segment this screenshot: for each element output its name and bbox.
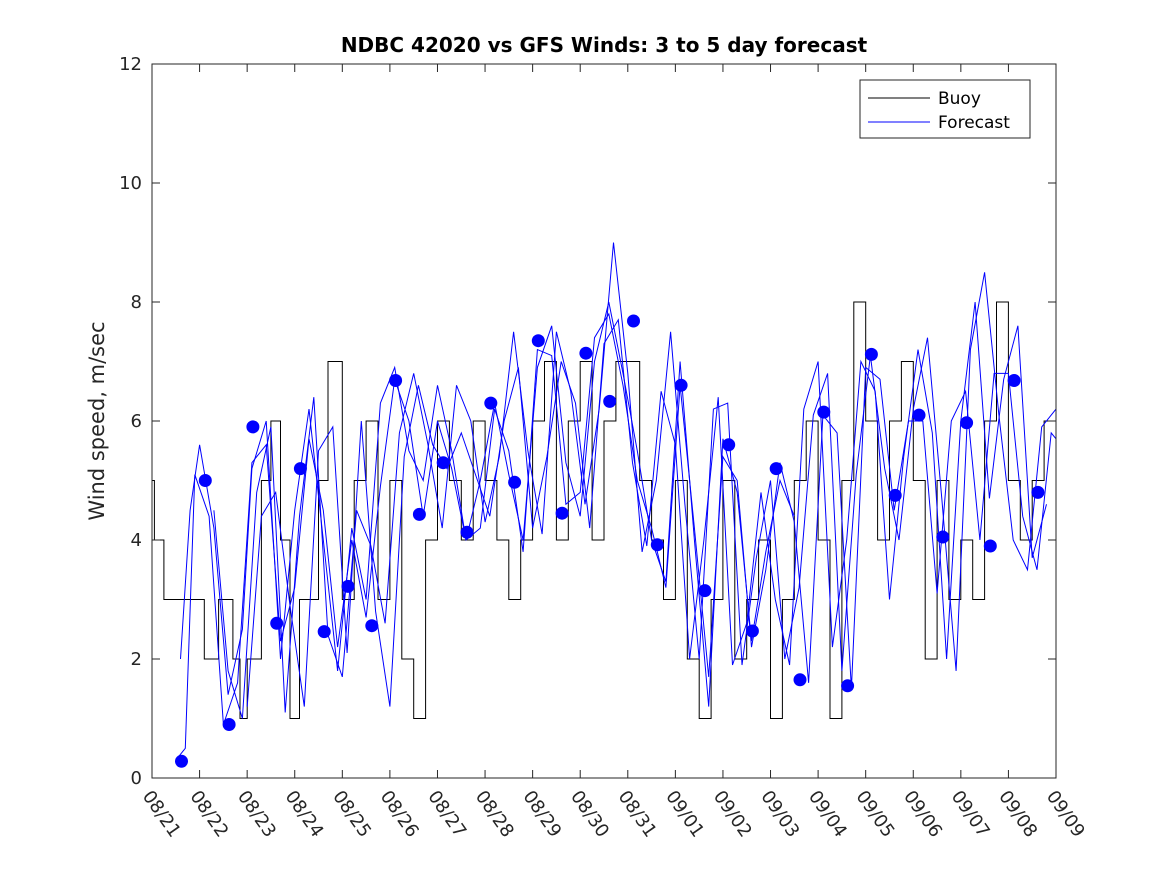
forecast-marker <box>627 314 640 328</box>
forecast-marker-series <box>175 314 1045 768</box>
forecast-marker <box>412 507 426 521</box>
y-axis-tick-labels: 0 2 4 6 8 10 12 <box>119 54 142 789</box>
forecast-marker <box>769 462 783 476</box>
y-tick-label: 6 <box>131 411 142 432</box>
forecast-marker <box>365 619 379 633</box>
y-tick-label: 0 <box>131 768 142 789</box>
forecast-marker <box>650 538 664 552</box>
forecast-marker <box>436 456 450 470</box>
forecast-marker <box>270 616 284 630</box>
plot-frame <box>151 63 1057 779</box>
forecast-marker <box>508 475 522 489</box>
forecast-marker <box>341 579 355 593</box>
forecast-marker <box>841 679 855 693</box>
forecast-line-4 <box>246 301 1047 707</box>
y-tick-label: 10 <box>119 173 142 194</box>
forecast-marker <box>912 408 926 422</box>
y-tick-label: 12 <box>119 54 142 75</box>
forecast-marker <box>603 394 617 408</box>
forecast-marker <box>555 506 569 520</box>
forecast-marker <box>293 462 307 476</box>
y-axis-label: Wind speed, m/sec <box>85 321 109 520</box>
forecast-marker <box>389 374 403 387</box>
forecast-marker <box>246 420 260 434</box>
y-tick-label: 2 <box>131 649 142 670</box>
forecast-marker <box>460 525 474 539</box>
forecast-marker <box>198 474 212 487</box>
y-tick-label: 8 <box>131 292 142 313</box>
forecast-line-2 <box>175 312 1056 761</box>
buoy-series <box>152 301 1056 719</box>
forecast-marker <box>983 539 997 553</box>
legend-buoy-label: Buoy <box>938 89 981 109</box>
forecast-marker <box>722 438 736 452</box>
legend-forecast-label: Forecast <box>938 113 1010 133</box>
legend: Buoy Forecast <box>859 79 1031 139</box>
forecast-marker <box>175 754 188 768</box>
forecast-marker <box>579 346 593 360</box>
buoy-line <box>152 301 1056 719</box>
forecast-marker <box>960 416 974 430</box>
forecast-marker <box>222 718 236 731</box>
forecast-series <box>175 242 1056 761</box>
forecast-marker <box>531 334 545 348</box>
forecast-marker <box>888 488 902 502</box>
forecast-marker <box>317 625 331 639</box>
legend-box <box>859 79 1031 139</box>
forecast-marker <box>674 378 688 392</box>
forecast-marker <box>1007 374 1021 387</box>
forecast-marker <box>936 530 950 544</box>
forecast-marker <box>1031 485 1045 499</box>
forecast-marker <box>745 624 759 638</box>
forecast-marker <box>793 673 807 687</box>
forecast-marker <box>817 405 831 419</box>
forecast-marker <box>484 396 498 410</box>
forecast-marker <box>864 347 878 361</box>
forecast-marker <box>698 584 712 598</box>
chart-title: NDBC 42020 vs GFS Winds: 3 to 5 day fore… <box>341 33 868 57</box>
y-tick-label: 4 <box>131 530 142 551</box>
